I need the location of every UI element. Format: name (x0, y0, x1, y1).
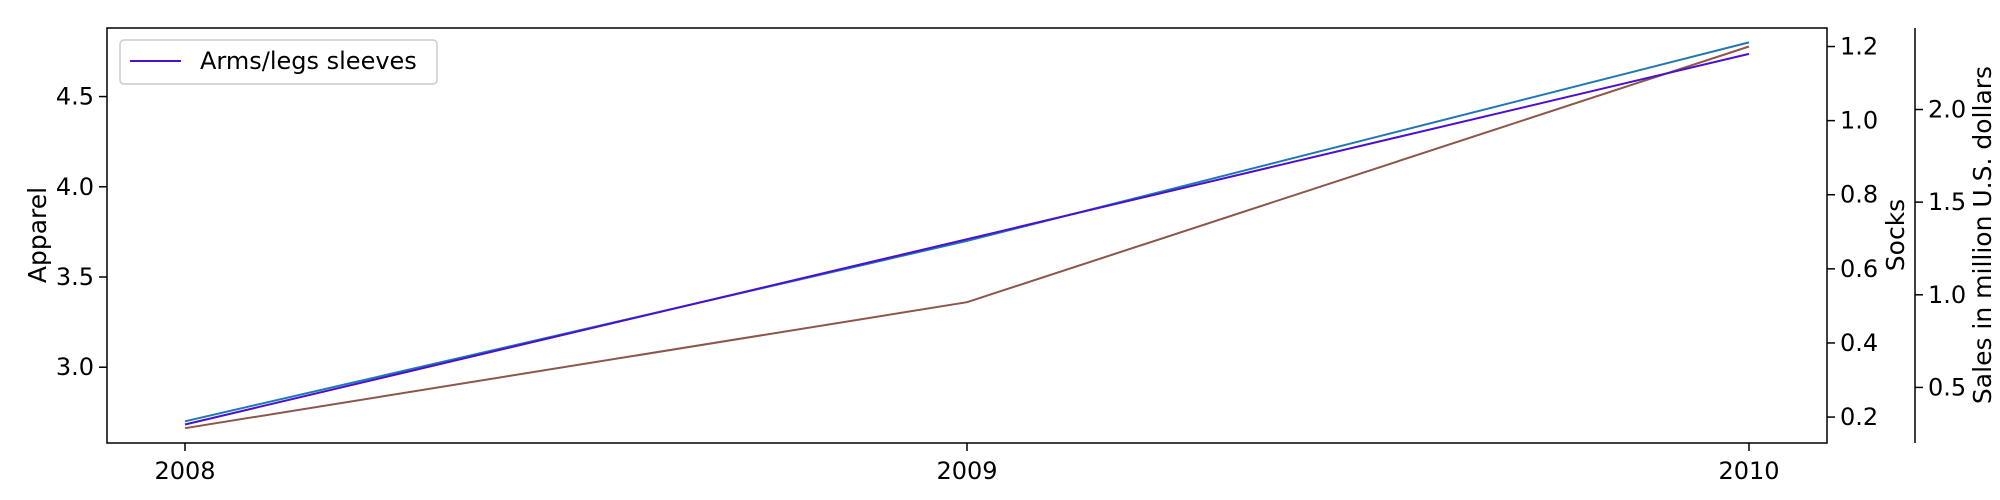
y-tick-label: 1.0 (1928, 281, 1966, 309)
y-axis-left: 3.0 3.5 4.0 4.5 (56, 83, 107, 381)
y-axis-right1-label: Socks (1881, 199, 1910, 271)
legend: Arms/legs sleeves (119, 39, 438, 85)
legend-label: Arms/legs sleeves (200, 47, 417, 75)
y-tick-label: 1.0 (1840, 107, 1878, 135)
legend-box (119, 39, 438, 85)
y-tick-label: 2.0 (1928, 96, 1966, 124)
x-axis: 2008 2009 2010 (154, 443, 1780, 485)
y-tick-label: 0.4 (1840, 329, 1878, 357)
y-tick-label: 3.5 (56, 263, 94, 291)
y-tick-label: 0.6 (1840, 255, 1878, 283)
y-tick-label: 4.5 (56, 83, 94, 111)
y-axis-right-sales: 0.5 1.0 1.5 2.0 (1915, 96, 1966, 401)
x-tick-label: 2008 (154, 457, 215, 485)
series-line-0 (184, 41, 1750, 423)
y-tick-label: 1.5 (1928, 188, 1966, 216)
y-tick-label: 1.2 (1840, 33, 1878, 61)
y-tick-label: 0.5 (1928, 373, 1966, 401)
y-axis-right-socks: 0.2 0.4 0.6 0.8 1.0 1.2 (1827, 33, 1878, 431)
y-axis-left-label: Apparel (23, 187, 52, 283)
series-line-1 (184, 45, 1750, 430)
x-tick-label: 2010 (1718, 457, 1779, 485)
y-tick-label: 4.0 (56, 173, 94, 201)
x-tick-label: 2009 (936, 457, 997, 485)
y-tick-label: 3.0 (56, 353, 94, 381)
series-lines (184, 41, 1750, 430)
y-tick-label: 0.8 (1840, 181, 1878, 209)
y-axis-right2-label: Sales in million U.S. dollars (1968, 66, 1997, 404)
y-tick-label: 0.2 (1840, 403, 1878, 431)
